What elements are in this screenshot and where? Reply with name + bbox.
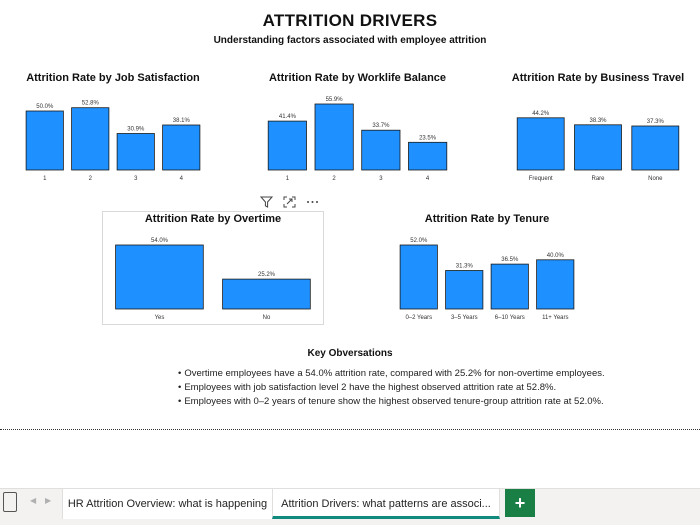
data-label: 52.0% [410,238,428,244]
data-label: 23.5% [419,135,437,141]
data-label: 38.3% [589,118,607,124]
chart-title: Attrition Rate by Worklife Balance [268,72,447,84]
bar[interactable] [490,263,529,310]
data-label: 41.4% [279,114,297,120]
data-label: 38.1% [173,118,191,124]
category-label: 6–10 Years [495,315,525,321]
tab-scroll-right-icon[interactable]: ▶ [45,496,52,505]
chart-business-travel[interactable]: Attrition Rate by Business Travel 44.2% F… [508,72,688,184]
focus-mode-icon[interactable] [281,195,297,209]
observation-item: Overtime employees have a 54.0% attritio… [178,367,604,381]
visual-header-toolbar [258,195,320,209]
data-label: 54.0% [151,238,169,244]
category-label: 2 [332,176,336,182]
chart-title: Attrition Rate by Tenure [424,213,550,225]
category-label: 0–2 Years [405,315,432,321]
filter-icon[interactable] [258,195,274,209]
category-label: Rare [591,176,605,182]
bar[interactable] [516,117,565,171]
add-page-button[interactable]: + [505,489,535,517]
data-label: 30.9% [127,127,145,133]
bar[interactable] [314,103,354,171]
bar[interactable] [115,244,204,310]
tab-scroll-left-icon[interactable]: ◀ [30,496,37,505]
bar[interactable] [71,107,110,171]
category-label: 11+ Years [542,315,568,321]
tab-hr-attrition-overview[interactable]: HR Attrition Overview: what is happening [62,489,272,519]
chart-overtime[interactable]: Attrition Rate by Overtime 54.0% Yes 25.2%… [102,213,324,323]
data-label: 36.5% [501,257,519,263]
category-label: 3–5 Years [451,315,478,321]
data-label: 50.0% [36,104,54,110]
bar[interactable] [222,278,311,310]
data-label: 37.3% [647,119,665,125]
more-options-icon[interactable] [304,195,320,209]
chart-job-satisfaction[interactable]: Attrition Rate by Job Satisfaction 50.0%… [18,72,208,184]
data-label: 31.3% [456,264,474,270]
chart-title: Attrition Rate by Business Travel [511,72,685,84]
bar[interactable] [25,110,64,171]
data-label: 44.2% [532,111,550,117]
chart-title: Attrition Rate by Job Satisfaction [26,72,200,84]
data-label: 25.2% [258,272,276,278]
mobile-layout-icon[interactable] [3,492,17,512]
bar[interactable] [536,259,575,310]
bar[interactable] [361,129,401,171]
category-label: None [648,176,663,182]
category-label: 1 [286,176,290,182]
bar-chart: 52.0% 0–2 Years 31.3% 3–5 Years 36.5% 6–10 Ye… [399,238,575,321]
category-label: Frequent [529,176,553,182]
bar[interactable] [408,141,448,171]
selected-visual-frame [102,211,324,325]
bar[interactable] [574,124,622,171]
bar[interactable] [162,124,201,171]
category-label: 4 [180,176,184,182]
category-label: 1 [43,176,47,182]
bar[interactable] [116,133,155,171]
chart-tenure[interactable]: Attrition Rate by Tenure 52.0% 0–2 Years 3… [392,213,582,323]
page-tab-bar: ◀ ▶ HR Attrition Overview: what is happe… [0,488,700,525]
observation-item: Employees with 0–2 years of tenure show … [178,395,605,409]
bar-chart: 41.4% 1 55.9% 2 33.7% 3 23.5% 4 [267,97,448,182]
category-label: 3 [134,176,138,182]
page-subtitle: Understanding factors associated with em… [213,35,487,46]
bar-chart: 50.0% 1 52.8% 2 30.9% 3 38.1% 4 [25,101,201,182]
data-label: 33.7% [372,123,390,129]
category-label: 3 [379,176,383,182]
bar[interactable] [631,125,680,171]
bar-chart: 54.0% Yes 25.2% No [115,238,311,321]
page-boundary-divider [0,429,700,430]
data-label: 52.8% [82,101,100,107]
category-label: Yes [155,315,165,321]
observation-item: Employees with job satisfaction level 2 … [178,381,605,395]
observations-title: Key Obversations [307,348,393,359]
bar[interactable] [399,244,438,310]
chart-worklife-balance[interactable]: Attrition Rate by Worklife Balance 41.4%… [260,72,455,184]
category-label: 2 [89,176,93,182]
bar[interactable] [267,120,307,171]
data-label: 40.0% [547,253,565,259]
observations-list: Overtime employees have a 54.0% attritio… [178,367,605,409]
bar[interactable] [445,270,484,310]
data-label: 55.9% [326,97,344,103]
tab-attrition-drivers[interactable]: Attrition Drivers: what patterns are ass… [272,489,500,519]
page-title: ATTRITION DRIVERS [262,11,438,30]
chart-title: Attrition Rate by Overtime [144,213,282,225]
category-label: 4 [426,176,430,182]
bar-chart: 44.2% Frequent 38.3% Rare 37.3% None [516,111,680,182]
category-label: No [263,315,271,321]
